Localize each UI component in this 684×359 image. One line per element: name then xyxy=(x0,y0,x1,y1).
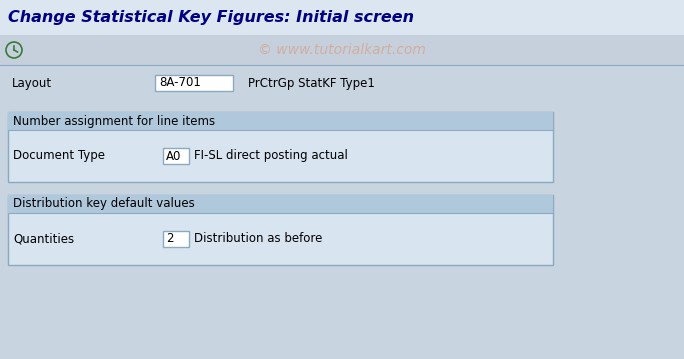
Text: Change Statistical Key Figures: Initial screen: Change Statistical Key Figures: Initial … xyxy=(8,10,414,25)
FancyBboxPatch shape xyxy=(8,112,553,182)
Text: PrCtrGp StatKF Type1: PrCtrGp StatKF Type1 xyxy=(248,76,375,89)
Text: A0: A0 xyxy=(166,149,181,163)
FancyBboxPatch shape xyxy=(8,195,553,213)
FancyBboxPatch shape xyxy=(0,65,684,359)
Text: 2: 2 xyxy=(166,233,174,246)
FancyBboxPatch shape xyxy=(8,112,553,130)
Text: Distribution key default values: Distribution key default values xyxy=(13,197,195,210)
FancyBboxPatch shape xyxy=(155,75,233,91)
FancyBboxPatch shape xyxy=(163,148,189,164)
Text: 8A-701: 8A-701 xyxy=(159,76,201,89)
FancyBboxPatch shape xyxy=(0,0,684,35)
Text: © www.tutorialkart.com: © www.tutorialkart.com xyxy=(258,43,426,57)
FancyBboxPatch shape xyxy=(163,231,189,247)
Text: Distribution as before: Distribution as before xyxy=(194,233,322,246)
Text: Number assignment for line items: Number assignment for line items xyxy=(13,115,215,127)
Text: Quantities: Quantities xyxy=(13,233,74,246)
FancyBboxPatch shape xyxy=(8,195,553,265)
Text: FI-SL direct posting actual: FI-SL direct posting actual xyxy=(194,149,348,163)
Text: Layout: Layout xyxy=(12,76,52,89)
Text: Document Type: Document Type xyxy=(13,149,105,163)
FancyBboxPatch shape xyxy=(0,35,684,65)
